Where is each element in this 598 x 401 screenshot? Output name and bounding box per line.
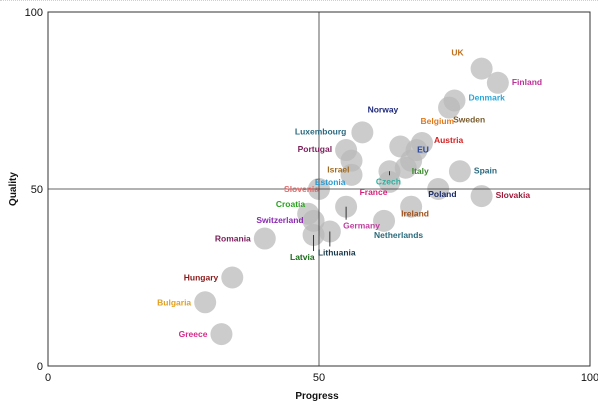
label-romania: Romania — [215, 234, 251, 244]
axis-ticks: 0 50 100 0 50 100 — [25, 7, 598, 384]
label-finland: Finland — [512, 77, 542, 87]
label-france: France — [360, 187, 388, 197]
leader-lines — [313, 171, 390, 252]
x-axis-label: Progress — [295, 391, 339, 401]
bubble-netherlands — [373, 209, 396, 232]
label-netherlands: Netherlands — [374, 230, 423, 240]
label-italy: Italy — [412, 166, 429, 176]
bubble-greece — [210, 323, 233, 346]
label-slovakia: Slovakia — [496, 190, 531, 200]
label-austria: Austria — [434, 135, 464, 145]
x-tick-100: 100 — [581, 372, 598, 384]
label-ireland: Ireland — [401, 209, 429, 219]
label-belgium: Belgium — [421, 116, 455, 126]
label-czech: Czech — [376, 176, 401, 186]
label-germany: Germany — [343, 221, 380, 231]
top-dotted-border — [0, 0, 598, 1]
label-bulgaria: Bulgaria — [157, 297, 191, 307]
bubble-hungary — [221, 266, 244, 289]
bubble-france — [378, 170, 401, 193]
y-axis-label: Quality — [8, 172, 19, 206]
bubble-romania — [253, 227, 276, 250]
label-uk: UK — [451, 48, 464, 58]
label-latvia: Latvia — [290, 252, 315, 262]
y-tick-50: 50 — [31, 184, 43, 196]
label-slovenia: Slovenia — [284, 184, 319, 194]
label-luxembourg: Luxembourg — [295, 126, 346, 136]
label-eu: EU — [417, 145, 429, 155]
bubble-bulgaria — [194, 291, 217, 314]
bubble-spain — [448, 160, 471, 183]
x-tick-0: 0 — [45, 372, 51, 384]
bubble-ireland — [400, 195, 423, 218]
label-poland: Poland — [428, 189, 456, 199]
y-tick-100: 100 — [25, 7, 43, 19]
label-greece: Greece — [179, 329, 208, 339]
label-spain: Spain — [474, 165, 497, 175]
label-israel: Israel — [327, 165, 349, 175]
label-switzerland: Switzerland — [256, 215, 303, 225]
bubble-estonia — [340, 163, 363, 186]
y-tick-0: 0 — [37, 361, 43, 373]
label-lithuania: Lithuania — [318, 247, 356, 257]
plot-frame — [47, 11, 591, 367]
label-estonia: Estonia — [315, 177, 346, 187]
label-portugal: Portugal — [298, 144, 332, 154]
bubble-luxembourg — [351, 121, 374, 144]
bubble-sweden — [438, 96, 461, 119]
label-denmark: Denmark — [469, 93, 506, 103]
bubble-austria — [410, 131, 433, 154]
label-norway: Norway — [368, 105, 399, 115]
label-hungary: Hungary — [184, 273, 219, 283]
bubble-finland — [486, 71, 509, 94]
bubble-layer — [194, 57, 509, 346]
x-tick-50: 50 — [313, 372, 325, 384]
label-croatia: Croatia — [276, 199, 306, 209]
bubble-slovakia — [470, 185, 493, 208]
bubble-uk — [470, 57, 493, 80]
point-labels: UK Finland Denmark Sweden Norway Belgium Austr… — [157, 48, 542, 340]
label-sweden: Sweden — [453, 115, 485, 125]
